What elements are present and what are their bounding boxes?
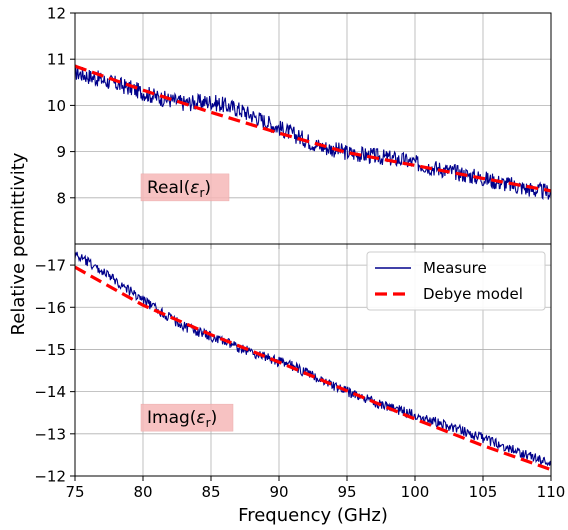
y-tick-label: −16: [34, 299, 66, 317]
x-tick-label: 85: [201, 483, 220, 501]
y-tick-label: 11: [47, 51, 66, 69]
plot-frame: [74, 12, 552, 245]
legend-label: Measure: [423, 259, 487, 277]
series-line-debye: [75, 265, 551, 472]
x-tick-label: 75: [65, 483, 84, 501]
series-line-measure: [75, 64, 551, 201]
annotation-label: Real(εr): [147, 178, 211, 200]
y-tick-label: −15: [34, 341, 66, 359]
annotation-label: Imag(εr): [147, 408, 217, 430]
series-group: [75, 251, 551, 472]
y-tick-label: 8: [56, 189, 66, 207]
annotation-box: [140, 173, 230, 202]
plot-frame: [74, 243, 552, 477]
x-tick-label: 105: [469, 483, 498, 501]
series-group: [75, 64, 551, 201]
panel-top: 8 9 10 11 12 Real(εr): [47, 5, 552, 249]
series-line-measure: [75, 251, 551, 467]
x-tick-label: 100: [401, 483, 430, 501]
x-tick-label: 90: [269, 483, 288, 501]
series-line-debye: [75, 64, 551, 193]
y-tick-label: 10: [47, 97, 66, 115]
legend-box: [366, 251, 546, 311]
y-tick-label: −17: [34, 257, 66, 275]
x-axis-label: Frequency (GHz): [238, 505, 388, 526]
y-tick-label: −14: [34, 383, 66, 401]
annotation-box: [140, 403, 234, 432]
legend-label: Debye model: [423, 285, 523, 303]
y-axis-label: Relative permittivity: [8, 152, 29, 335]
x-tick-label: 110: [537, 483, 566, 501]
x-tick-label: 95: [337, 483, 356, 501]
y-tick-label: 9: [56, 143, 66, 161]
y-tick-label: −12: [34, 468, 66, 486]
y-tick-label: −13: [34, 425, 66, 443]
x-tick-label: 80: [133, 483, 152, 501]
y-tick-label: 12: [47, 5, 66, 23]
legend: Measure Debye model: [366, 251, 546, 311]
